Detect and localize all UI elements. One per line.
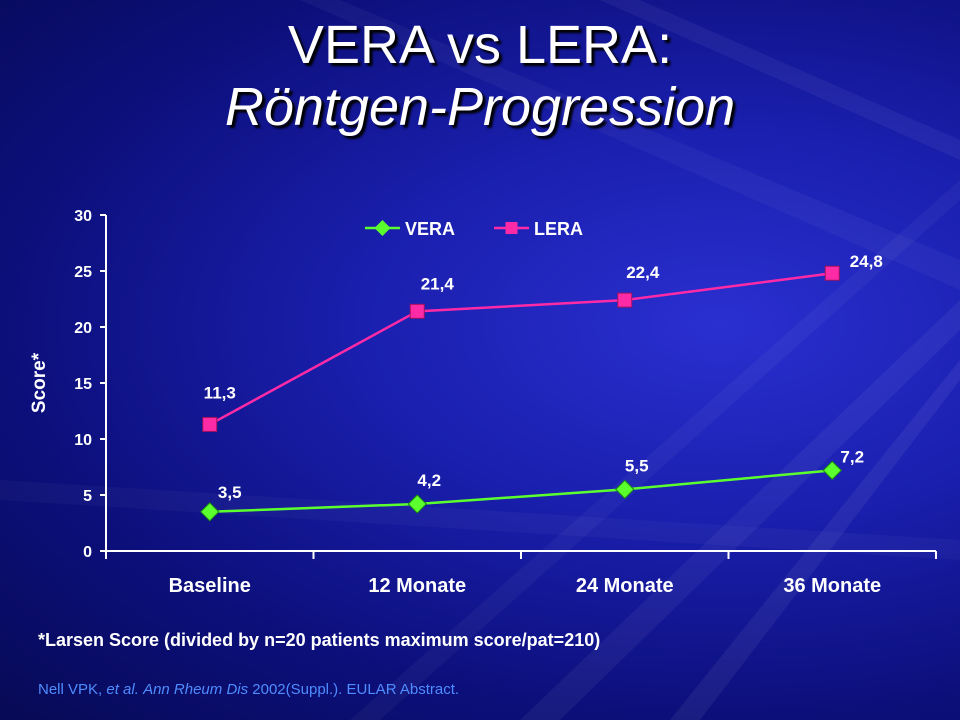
- data-point-vera: [407, 494, 427, 514]
- x-tick-label: 24 Monate: [576, 575, 674, 597]
- y-tick-label: 25: [74, 264, 92, 281]
- slide-title: VERA vs LERA: Röntgen-Progression: [0, 14, 960, 138]
- data-point-lera: [824, 265, 840, 281]
- data-label-vera: 7,2: [840, 447, 864, 466]
- citation-journal: Ann Rheum Dis: [143, 681, 249, 698]
- series-line-vera: [209, 469, 833, 514]
- data-label-vera: 3,5: [218, 483, 242, 502]
- citation-authors: Nell VPK,: [38, 681, 107, 698]
- citation-etal: et al.: [106, 681, 139, 698]
- data-point-lera: [409, 303, 425, 319]
- y-tick-label: 30: [74, 208, 92, 225]
- data-point-vera: [200, 502, 220, 522]
- data-label-vera: 4,2: [417, 471, 441, 490]
- data-point-vera: [615, 479, 635, 500]
- title-line-1: VERA vs LERA:: [287, 15, 673, 75]
- data-label-lera: 22,4: [626, 263, 660, 282]
- legend-marker-lera: [505, 222, 518, 234]
- series-line-lera: [209, 272, 833, 426]
- data-point-lera: [202, 416, 218, 432]
- data-point-vera: [822, 460, 842, 481]
- y-tick-label: 0: [83, 544, 92, 561]
- title-line-2: Röntgen-Progression: [224, 77, 736, 137]
- data-label-vera: 5,5: [625, 456, 649, 475]
- y-tick-label: 20: [74, 320, 92, 337]
- y-tick-label: 10: [74, 432, 92, 449]
- x-tick-label: Baseline: [169, 575, 251, 597]
- y-tick-label: 5: [83, 488, 92, 505]
- y-tick-label: 15: [74, 376, 92, 393]
- data-label-lera: 24,8: [850, 252, 883, 271]
- footnote: *Larsen Score (divided by n=20 patients …: [38, 630, 601, 650]
- data-label-lera: 21,4: [421, 274, 455, 293]
- citation: Nell VPK, et al. Ann Rheum Dis 2002(Supp…: [38, 681, 459, 698]
- data-point-lera: [617, 292, 633, 308]
- x-tick-label: 36 Monate: [783, 575, 881, 597]
- legend-marker-vera: [374, 220, 391, 236]
- y-axis-title: Score*: [29, 352, 50, 413]
- x-tick-label: 12 Monate: [368, 575, 466, 597]
- legend-label-vera: VERA: [405, 219, 455, 239]
- data-label-lera: 11,3: [204, 383, 236, 402]
- legend-label-lera: LERA: [534, 219, 583, 239]
- citation-rest: 2002(Suppl.). EULAR Abstract.: [248, 681, 460, 698]
